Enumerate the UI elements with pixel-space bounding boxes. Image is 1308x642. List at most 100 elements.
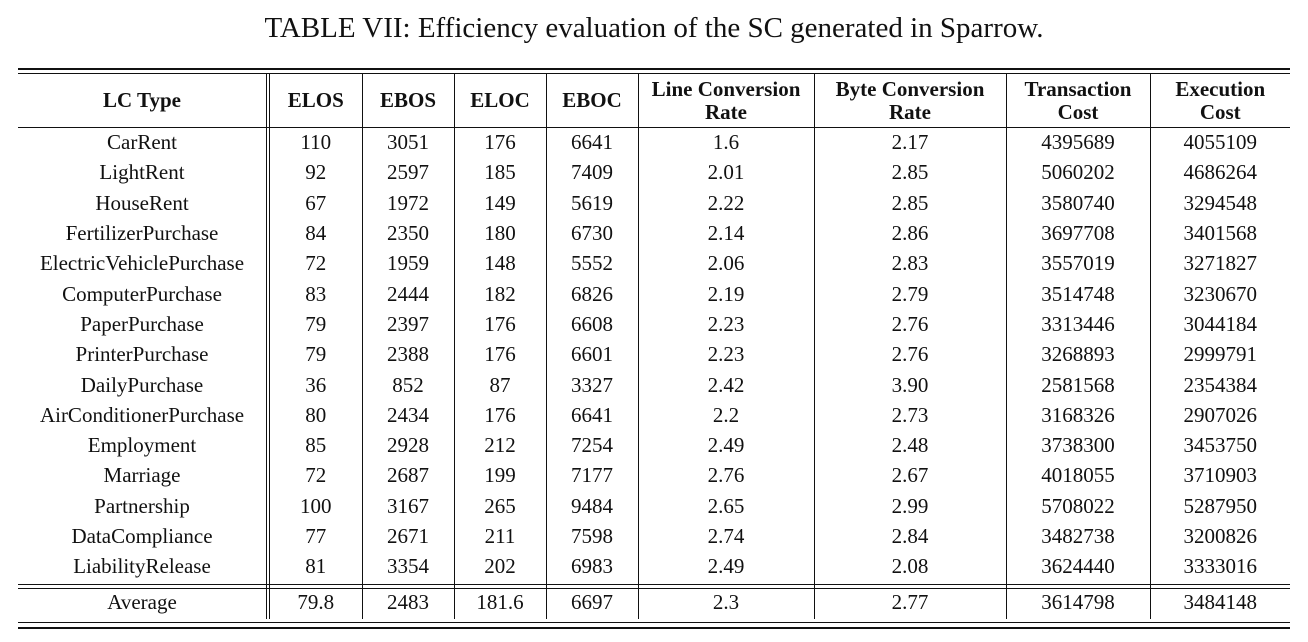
table-cell: 2.14 bbox=[637, 217, 814, 249]
table-cell: 4018055 bbox=[1005, 460, 1150, 491]
table-cell: 2581568 bbox=[1005, 369, 1150, 400]
table-cell: 2.01 bbox=[637, 157, 814, 188]
table-cell: 180 bbox=[453, 217, 546, 249]
table-cell: 7177 bbox=[545, 460, 638, 491]
table-cell: 3614798 bbox=[1005, 585, 1150, 620]
table-cell: 79 bbox=[266, 308, 362, 340]
table-cell: 79.8 bbox=[266, 585, 362, 620]
table-cell: 2.86 bbox=[813, 217, 1006, 249]
table-cell: 6641 bbox=[545, 127, 638, 158]
table-cell: 3580740 bbox=[1005, 187, 1150, 218]
table-row: LightRent 92 2597 185 7409 2.01 2.85 5060202 468… bbox=[18, 157, 1290, 188]
table-cell: 3268893 bbox=[1005, 339, 1150, 370]
table-cell: 199 bbox=[453, 460, 546, 491]
table-cell: 7409 bbox=[545, 157, 638, 188]
table-cell: 2.06 bbox=[637, 248, 814, 279]
table-cell: 2.42 bbox=[637, 369, 814, 400]
lc-type-cell: DailyPurchase bbox=[80, 372, 204, 397]
header-elos: ELOS bbox=[266, 74, 362, 127]
table-cell: 2.48 bbox=[813, 429, 1006, 461]
lc-type-cell: PrinterPurchase bbox=[75, 342, 209, 367]
bottom-rule bbox=[18, 627, 1290, 629]
table-cell: 3044184 bbox=[1149, 308, 1290, 340]
header-eboc: EBOC bbox=[545, 74, 638, 127]
table-cell: 3327 bbox=[545, 369, 638, 400]
table-cell: 2.99 bbox=[813, 490, 1006, 521]
table-body: CarRent 110 3051 176 6641 1.6 2.17 4395689 40551… bbox=[18, 127, 1290, 620]
table-cell: 4055109 bbox=[1149, 127, 1290, 158]
table-cell: 2.83 bbox=[813, 248, 1006, 279]
table-cell: 3354 bbox=[361, 551, 454, 582]
table-cell: 2444 bbox=[361, 278, 454, 309]
table-cell: 2928 bbox=[361, 429, 454, 461]
table-cell: 3738300 bbox=[1005, 429, 1150, 461]
top-rule-inner bbox=[18, 73, 1290, 74]
table-cell: 67 bbox=[266, 187, 362, 218]
table-cell: 3514748 bbox=[1005, 278, 1150, 309]
table-row: DailyPurchase 36 852 87 3327 2.42 3.90 2581568 2… bbox=[18, 369, 1290, 400]
table-cell: 211 bbox=[453, 520, 546, 552]
header-execution-cost: Execution Cost bbox=[1149, 74, 1290, 127]
table-row: PrinterPurchase 79 2388 176 6601 2.23 2.76 3268… bbox=[18, 339, 1290, 370]
table-cell: 2.79 bbox=[813, 278, 1006, 309]
table-cell: 2.76 bbox=[637, 460, 814, 491]
header-lc-type: LC Type bbox=[103, 88, 181, 112]
table-cell: 6641 bbox=[545, 399, 638, 430]
table-cell: 182 bbox=[453, 278, 546, 309]
table-cell: 3482738 bbox=[1005, 520, 1150, 552]
table-cell: 852 bbox=[361, 369, 454, 400]
table-cell: 80 bbox=[266, 399, 362, 430]
header-line-conversion-rate: Line Conversion Rate bbox=[637, 74, 814, 127]
table-cell: 3271827 bbox=[1149, 248, 1290, 279]
table-cell: 3624440 bbox=[1005, 551, 1150, 582]
table-cell: 176 bbox=[453, 339, 546, 370]
table-row: Marriage 72 2687 199 7177 2.76 2.67 4018055 3710… bbox=[18, 460, 1290, 491]
table-cell: 36 bbox=[266, 369, 362, 400]
table-cell: 176 bbox=[453, 399, 546, 430]
table-row: ComputerPurchase 83 2444 182 6826 2.19 2.79 351… bbox=[18, 278, 1290, 309]
table-row: Employment 85 2928 212 7254 2.49 2.48 3738300 34… bbox=[18, 429, 1290, 461]
table-cell: 4686264 bbox=[1149, 157, 1290, 188]
table-cell: 2.73 bbox=[813, 399, 1006, 430]
lc-type-cell: ComputerPurchase bbox=[62, 281, 222, 306]
table-cell: 2.22 bbox=[637, 187, 814, 218]
header-eloc: ELOC bbox=[453, 74, 546, 127]
table-cell: 83 bbox=[266, 278, 362, 309]
table-cell: 81 bbox=[266, 551, 362, 582]
lc-type-cell: Average bbox=[107, 590, 177, 615]
table-cell: 181.6 bbox=[453, 585, 546, 620]
table-cell: 72 bbox=[266, 460, 362, 491]
table-cell: 265 bbox=[453, 490, 546, 521]
table-cell: 79 bbox=[266, 339, 362, 370]
average-row: Average 79.8 2483 181.6 6697 2.3 2.77 3614798 34… bbox=[18, 585, 1290, 620]
table-cell: 2.23 bbox=[637, 308, 814, 340]
table-cell: 2.19 bbox=[637, 278, 814, 309]
average-separator bbox=[18, 581, 1290, 586]
table-cell: 3294548 bbox=[1149, 187, 1290, 218]
table-row: DataCompliance 77 2671 211 7598 2.74 2.84 34827… bbox=[18, 520, 1290, 552]
table-cell: 2483 bbox=[361, 585, 454, 620]
table-row: FertilizerPurchase 84 2350 180 6730 2.14 2.86 3… bbox=[18, 217, 1290, 249]
table-cell: 6697 bbox=[545, 585, 638, 620]
table-cell: 2.49 bbox=[637, 429, 814, 461]
table-cell: 3167 bbox=[361, 490, 454, 521]
table-cell: 3230670 bbox=[1149, 278, 1290, 309]
table-cell: 3.90 bbox=[813, 369, 1006, 400]
table-cell: 3401568 bbox=[1149, 217, 1290, 249]
table-cell: 3557019 bbox=[1005, 248, 1150, 279]
table-cell: 2.76 bbox=[813, 339, 1006, 370]
lc-type-cell: CarRent bbox=[107, 130, 177, 155]
header-ebos: EBOS bbox=[361, 74, 454, 127]
table-cell: 5708022 bbox=[1005, 490, 1150, 521]
table-cell: 2388 bbox=[361, 339, 454, 370]
table-cell: 2999791 bbox=[1149, 339, 1290, 370]
table-cell: 5287950 bbox=[1149, 490, 1290, 521]
lc-type-cell: ElectricVehiclePurchase bbox=[39, 251, 245, 276]
lc-type-cell: AirConditionerPurchase bbox=[39, 402, 245, 427]
table-cell: 5619 bbox=[545, 187, 638, 218]
table-cell: 2.2 bbox=[637, 399, 814, 430]
table-cell: 202 bbox=[453, 551, 546, 582]
header-byte-conversion-rate: Byte Conversion Rate bbox=[813, 74, 1006, 127]
table-row: HouseRent 67 1972 149 5619 2.22 2.85 3580740 329… bbox=[18, 187, 1290, 218]
table-row: Partnership 100 3167 265 9484 2.65 2.99 5708022… bbox=[18, 490, 1290, 521]
